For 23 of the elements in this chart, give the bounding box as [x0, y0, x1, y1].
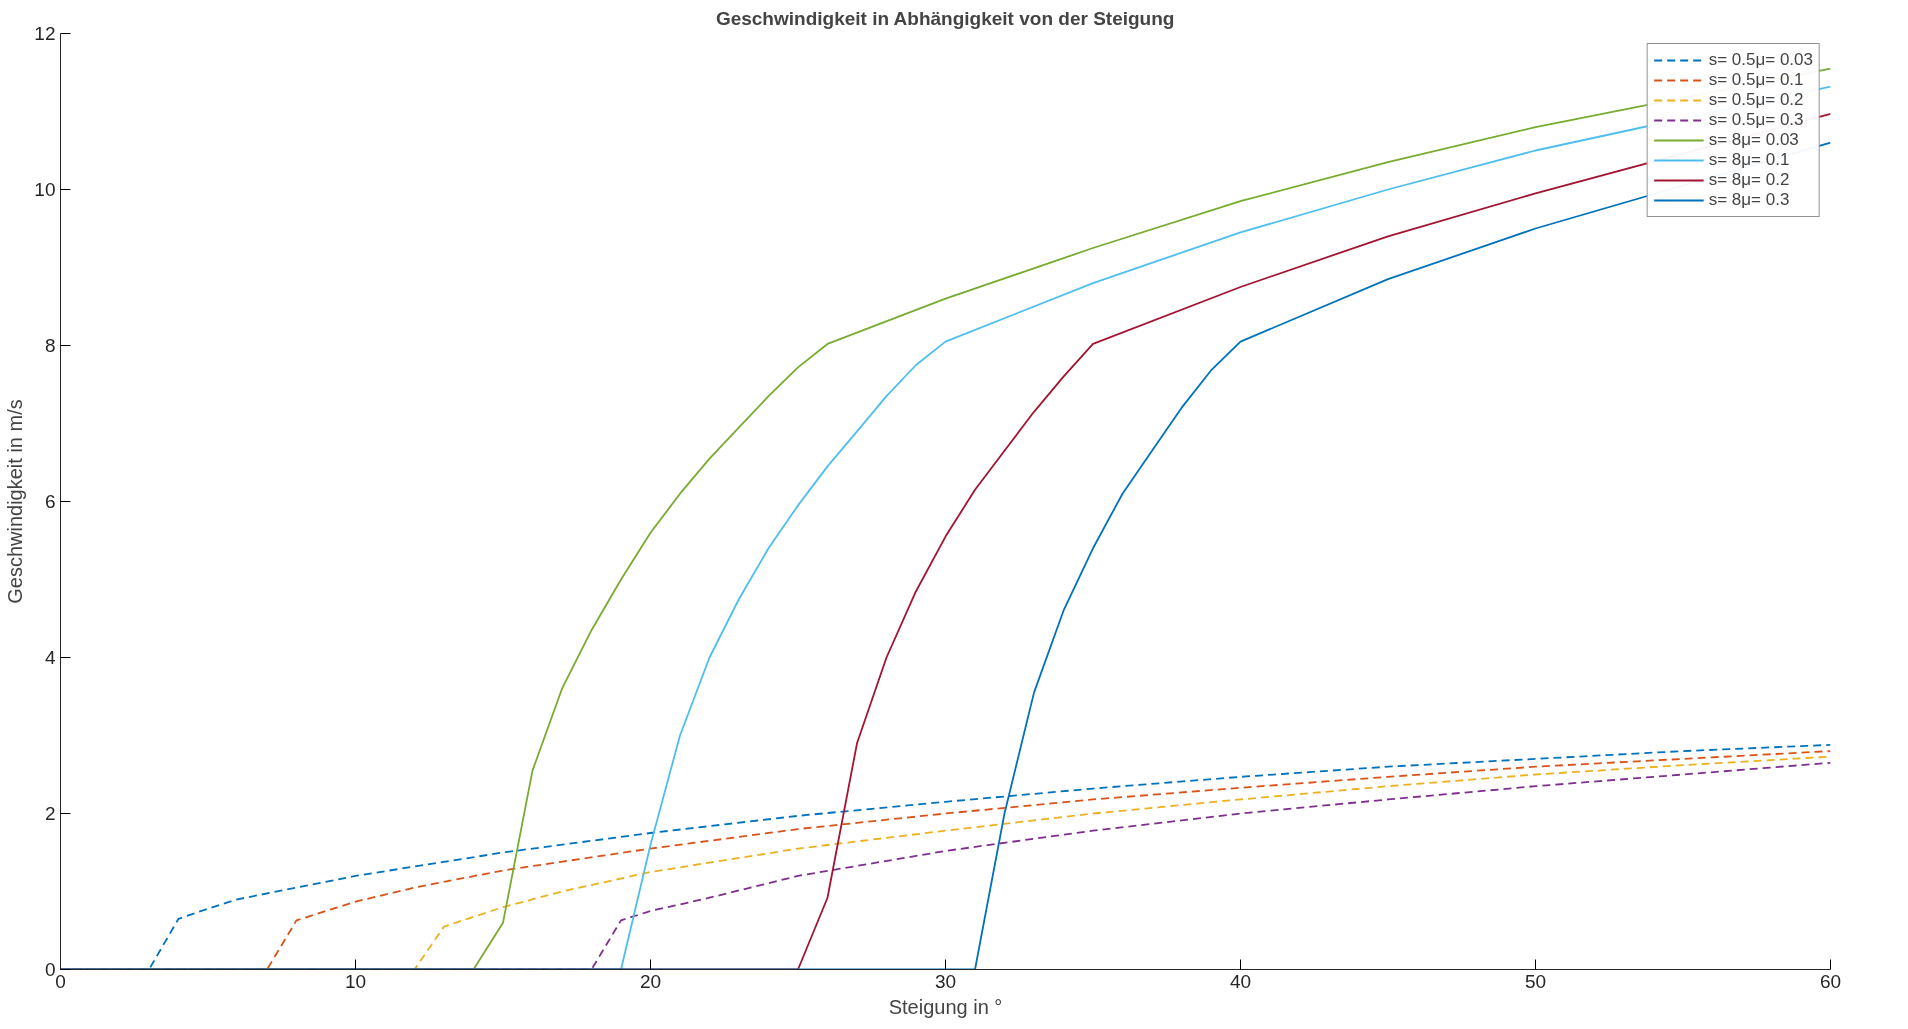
y-tick-label: 12: [34, 23, 56, 44]
legend-label: s= 0.5μ= 0.1: [1708, 70, 1804, 90]
y-tick-label: 2: [44, 803, 56, 824]
legend-label: s= 0.5μ= 0.3: [1708, 110, 1804, 130]
legend-label: s= 8μ= 0.1: [1708, 150, 1790, 170]
legend-label: s= 0.5μ= 0.03: [1708, 50, 1813, 70]
x-tick-label: 50: [1524, 970, 1547, 992]
x-tick-label: 60: [1819, 970, 1842, 992]
x-tick-label: 30: [934, 970, 957, 992]
x-tick-label: 10: [344, 970, 367, 992]
legend-label: s= 0.5μ= 0.2: [1708, 90, 1804, 110]
x-tick-label: 20: [639, 970, 662, 992]
x-axis-title: Steigung in °: [888, 995, 1003, 1018]
legend-label: s= 8μ= 0.3: [1708, 190, 1790, 210]
legend-label: s= 8μ= 0.03: [1708, 130, 1799, 150]
x-tick-label: 40: [1229, 970, 1252, 992]
y-tick-label: 8: [44, 335, 56, 356]
chart-title: Geschwindigkeit in Abhängigkeit von der Steigung: [715, 7, 1175, 29]
y-tick-label: 10: [34, 179, 56, 200]
y-axis-title: Geschwindigkeit in m/s: [4, 399, 27, 604]
legend-label: s= 8μ= 0.2: [1708, 170, 1790, 190]
y-tick-label: 6: [44, 491, 56, 512]
y-tick-label: 4: [44, 647, 56, 668]
